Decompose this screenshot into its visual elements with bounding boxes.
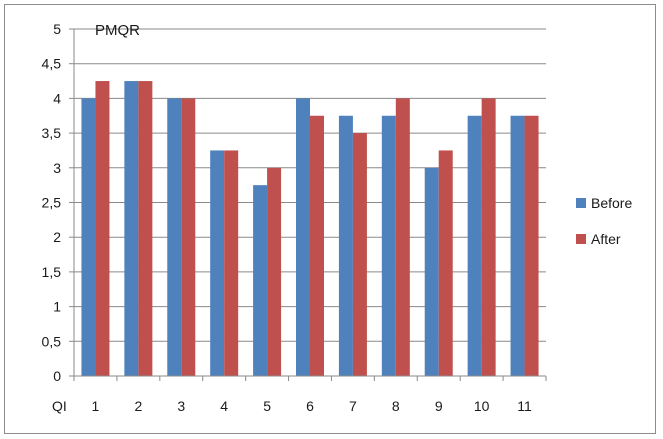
y-tick-label: 2 [53,229,61,245]
y-tick-label: 0,5 [42,333,62,349]
x-tick-label: 8 [392,398,400,414]
legend-swatch-after [576,234,586,244]
x-tick-label: 5 [263,398,271,414]
legend-label-before: Before [591,195,632,211]
y-tick-label: 4,5 [42,56,62,72]
legend-swatch-before [576,198,586,208]
bars [81,81,539,377]
bar-after-1 [95,81,110,377]
y-tick-label: 2,5 [42,195,62,211]
bar-after-3 [181,98,196,377]
bar-after-9 [438,150,453,376]
y-tick-label: 0 [53,368,61,384]
x-tick-label: 10 [474,398,490,414]
bar-before-8 [381,115,396,376]
chart-frame [4,4,656,434]
bar-after-11 [524,115,539,376]
bar-before-9 [424,167,439,376]
bar-after-7 [352,133,367,376]
x-tick-label: 3 [177,398,185,414]
x-tick-label: 2 [134,398,142,414]
bar-before-10 [467,115,482,376]
x-tick-label: 7 [349,398,357,414]
y-tick-label: 4 [53,90,61,106]
y-tick-label: 5 [53,21,61,37]
bar-after-5 [267,167,282,376]
x-tick-label: 9 [435,398,443,414]
y-tick-label: 1,5 [42,264,62,280]
x-axis-tick-labels: 1 2 3 4 5 6 7 8 9 10 11 [92,398,532,414]
y-tick-label: 3,5 [42,125,62,141]
bar-before-4 [210,150,225,376]
legend-label-after: After [591,231,621,247]
x-tick-label: 11 [517,398,532,414]
bar-after-10 [481,98,496,377]
legend: Before After [576,195,632,247]
bar-after-2 [138,81,153,377]
x-tick-label: 6 [306,398,314,414]
bar-before-6 [296,98,310,377]
bar-after-6 [310,115,324,376]
bar-before-11 [510,115,525,376]
bar-before-3 [167,98,182,377]
bar-before-5 [253,185,268,376]
y-axis-tick-labels: 0 0,5 1 1,5 2 2,5 3 3,5 4 4,5 5 [42,21,62,384]
bar-after-4 [224,150,239,376]
y-tick-label: 3 [53,160,61,176]
x-tick-label: 4 [220,398,228,414]
bar-before-2 [124,81,139,377]
x-axis-label: QI [52,398,67,414]
y-tick-label: 1 [53,299,61,315]
bar-after-8 [395,98,410,377]
x-tick-label: 1 [92,398,100,414]
bar-before-7 [338,115,353,376]
bar-before-1 [81,98,96,377]
chart-title: PMQR [95,22,140,39]
axes [73,29,547,381]
